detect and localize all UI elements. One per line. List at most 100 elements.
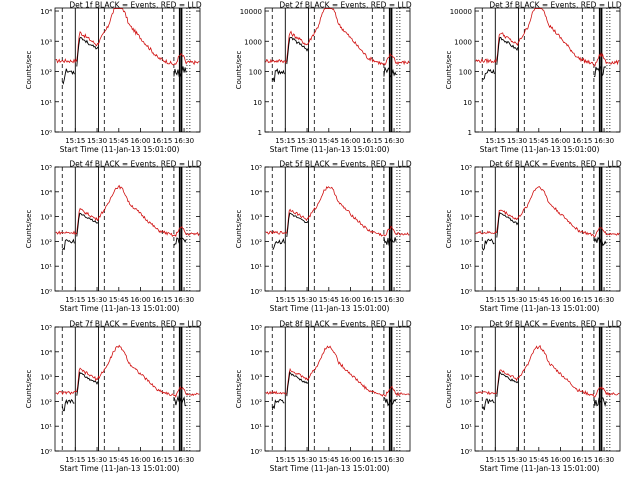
plot-frame bbox=[264, 326, 411, 452]
y-tick-label: 10000 bbox=[240, 8, 262, 16]
x-tick-label: 16:30 bbox=[594, 296, 614, 304]
chart-panel-4: Det 4f BLACK = Events, RED = LLD 10⁰ 10¹ 10… bbox=[25, 160, 202, 314]
series-events-line bbox=[271, 398, 285, 411]
series-events-line bbox=[76, 371, 99, 396]
y-tick-label: 10 bbox=[463, 99, 472, 107]
chart-title: Det 9f BLACK = Events, RED = LLD bbox=[489, 320, 622, 329]
y-tick-label: 10⁵ bbox=[250, 164, 262, 172]
x-tick-label: 15:15 bbox=[65, 456, 85, 464]
y-tick-label: 10⁵ bbox=[460, 164, 472, 172]
series-lld-line bbox=[265, 8, 410, 66]
x-tick-label: 15:45 bbox=[319, 296, 339, 304]
x-tick-label: 15:30 bbox=[507, 456, 527, 464]
x-tick-label: 16:15 bbox=[152, 456, 172, 464]
plot-frame bbox=[264, 7, 411, 133]
y-axis-label: Counts/sec bbox=[25, 370, 33, 409]
x-tick-label: 15:45 bbox=[109, 456, 129, 464]
chart-panel-1: Det 1f BLACK = Events, RED = LLD 10⁰ 10¹ 10… bbox=[25, 1, 202, 155]
x-tick-label: 15:15 bbox=[65, 137, 85, 145]
x-tick-label: 16:30 bbox=[594, 137, 614, 145]
x-tick-label: 16:00 bbox=[340, 296, 360, 304]
series-lld-line bbox=[55, 8, 200, 66]
y-tick-label: 10² bbox=[250, 398, 262, 406]
x-tick-label: 16:30 bbox=[174, 456, 194, 464]
y-tick-label: 10¹ bbox=[250, 263, 262, 271]
series-events-line bbox=[593, 236, 607, 247]
x-tick-label: 16:15 bbox=[152, 296, 172, 304]
plot-frame bbox=[54, 7, 201, 133]
x-tick-label: 16:30 bbox=[384, 137, 404, 145]
x-axis-label: Start Time (11-Jan-13 15:01:00) bbox=[480, 145, 600, 154]
x-tick-label: 15:15 bbox=[485, 137, 505, 145]
x-tick-label: 15:30 bbox=[297, 296, 317, 304]
x-axis-label: Start Time (11-Jan-13 15:01:00) bbox=[480, 304, 600, 313]
chart-title: Det 3f BLACK = Events, RED = LLD bbox=[489, 1, 622, 10]
x-tick-label: 15:30 bbox=[87, 137, 107, 145]
y-tick-label: 10⁵ bbox=[40, 164, 52, 172]
y-tick-label: 10² bbox=[460, 398, 472, 406]
y-tick-label: 10⁵ bbox=[460, 324, 472, 332]
y-tick-label: 10⁴ bbox=[40, 349, 52, 357]
y-axis-label: Counts/sec bbox=[25, 51, 33, 90]
series-events-line bbox=[383, 66, 397, 78]
series-events-line bbox=[481, 238, 495, 251]
x-tick-label: 16:15 bbox=[362, 296, 382, 304]
series-events-line bbox=[61, 238, 75, 251]
y-tick-label: 10¹ bbox=[460, 423, 472, 431]
y-tick-label: 10² bbox=[460, 238, 472, 246]
series-events-line bbox=[496, 212, 519, 238]
y-tick-label: 10¹ bbox=[250, 423, 262, 431]
x-tick-label: 15:45 bbox=[529, 296, 549, 304]
series-events-line bbox=[173, 395, 187, 407]
plot-frame bbox=[264, 166, 411, 292]
y-axis-label: Counts/sec bbox=[25, 210, 33, 249]
x-tick-label: 15:45 bbox=[529, 456, 549, 464]
x-tick-label: 16:15 bbox=[572, 137, 592, 145]
series-lld-line bbox=[55, 184, 200, 238]
y-axis-label: Counts/sec bbox=[445, 210, 453, 249]
x-tick-label: 15:15 bbox=[485, 296, 505, 304]
y-tick-label: 10³ bbox=[40, 374, 52, 382]
x-tick-label: 16:15 bbox=[362, 137, 382, 145]
chart-panel-9: Det 9f BLACK = Events, RED = LLD 10⁰ 10¹ 10… bbox=[445, 320, 622, 474]
series-events-line bbox=[481, 398, 495, 411]
series-events-line bbox=[272, 237, 285, 250]
series-events-line bbox=[61, 398, 75, 412]
x-tick-label: 15:15 bbox=[485, 456, 505, 464]
x-tick-label: 16:00 bbox=[340, 456, 360, 464]
series-events-line bbox=[481, 68, 495, 80]
y-tick-label: 1 bbox=[258, 129, 262, 137]
x-tick-label: 16:00 bbox=[130, 137, 150, 145]
y-tick-label: 10⁰ bbox=[250, 448, 262, 456]
series-events-line bbox=[76, 36, 99, 67]
series-lld-line bbox=[265, 186, 410, 237]
chart-title: Det 7f BLACK = Events, RED = LLD bbox=[69, 320, 202, 329]
x-tick-label: 16:00 bbox=[130, 456, 150, 464]
y-tick-label: 10³ bbox=[250, 374, 262, 382]
y-tick-label: 10² bbox=[40, 69, 52, 77]
y-tick-label: 10⁵ bbox=[250, 324, 262, 332]
series-events-line bbox=[173, 66, 187, 78]
x-tick-label: 16:30 bbox=[594, 456, 614, 464]
series-events-line bbox=[593, 397, 607, 408]
y-tick-label: 10³ bbox=[40, 214, 52, 222]
series-events-line bbox=[286, 212, 309, 238]
y-tick-label: 10⁰ bbox=[460, 288, 472, 296]
chart-title: Det 6f BLACK = Events, RED = LLD bbox=[489, 160, 622, 169]
y-tick-label: 10¹ bbox=[40, 99, 52, 107]
x-tick-label: 15:45 bbox=[109, 296, 129, 304]
series-events-line bbox=[496, 36, 519, 65]
x-tick-label: 15:30 bbox=[297, 456, 317, 464]
y-tick-label: 1000 bbox=[244, 38, 262, 46]
plot-frame bbox=[54, 326, 201, 452]
x-tick-label: 16:00 bbox=[550, 456, 570, 464]
chart-title: Det 8f BLACK = Events, RED = LLD bbox=[279, 320, 412, 329]
chart-panel-7: Det 7f BLACK = Events, RED = LLD 10⁰ 10¹ 10… bbox=[25, 320, 202, 474]
series-lld-line bbox=[475, 185, 620, 238]
series-events-line bbox=[271, 68, 285, 83]
series-events-line bbox=[496, 370, 519, 397]
y-tick-label: 10¹ bbox=[40, 263, 52, 271]
x-tick-label: 16:30 bbox=[174, 296, 194, 304]
series-lld-line bbox=[475, 8, 620, 67]
series-events-line bbox=[286, 371, 309, 397]
